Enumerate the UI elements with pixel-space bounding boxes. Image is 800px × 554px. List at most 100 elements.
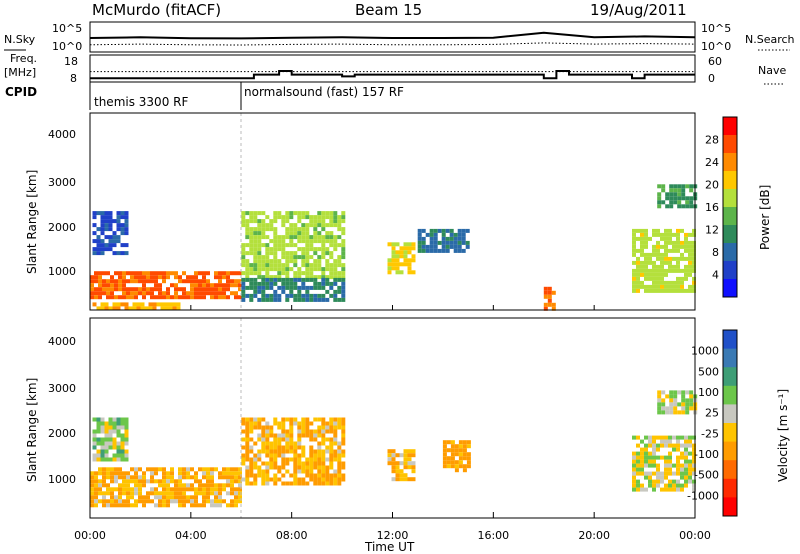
heatmap-cell — [660, 260, 664, 265]
heatmap-cell — [269, 445, 274, 450]
heatmap-cell — [297, 267, 302, 272]
heatmap-cell — [257, 469, 262, 474]
heatmap-cell — [257, 239, 262, 244]
heatmap-cell — [92, 441, 97, 446]
heatmap-cell — [684, 439, 688, 444]
power-ylabel: Slant Range [km] — [25, 170, 39, 274]
heatmap-cell — [317, 285, 322, 290]
power-ytick-2000: 2000 — [48, 221, 76, 234]
heatmap-cell — [341, 453, 346, 458]
heatmap-cell — [134, 487, 138, 492]
heatmap-cell — [395, 242, 400, 247]
heatmap-cell — [273, 293, 278, 298]
heatmap-cell — [652, 439, 656, 444]
heatmap-cell — [648, 276, 652, 281]
heatmap-cell — [632, 248, 636, 253]
heatmap-cell — [660, 435, 664, 440]
heatmap-cell — [301, 461, 306, 466]
heatmap-cell — [120, 231, 125, 236]
heatmap-cell — [672, 232, 676, 237]
heatmap-cell — [114, 495, 118, 500]
heatmap-cell — [665, 204, 670, 209]
heatmap-cell — [245, 277, 250, 282]
heatmap-cell — [664, 272, 668, 277]
heatmap-cell — [249, 465, 254, 470]
heatmap-cell — [253, 277, 258, 282]
heatmap-cell — [676, 264, 680, 269]
cpid-text-1: themis 3300 RF — [94, 95, 188, 109]
heatmap-cell — [257, 433, 262, 438]
heatmap-cell — [337, 473, 342, 478]
heatmap-cell — [249, 243, 254, 248]
heatmap-cell — [285, 263, 290, 268]
heatmap-cell — [138, 491, 142, 496]
heatmap-cell — [321, 211, 326, 216]
beam-title: Beam 15 — [355, 1, 422, 19]
heatmap-cell — [692, 459, 696, 464]
heatmap-cell — [689, 196, 694, 201]
heatmap-cell — [551, 306, 556, 311]
heatmap-cell — [309, 267, 314, 272]
heatmap-cell — [206, 279, 210, 284]
heatmap-cell — [94, 295, 98, 300]
heatmap-cell — [257, 449, 262, 454]
heatmap-cell — [253, 251, 258, 256]
heatmap-cell — [301, 215, 306, 220]
heatmap-cell — [90, 479, 94, 484]
heatmap-cell — [321, 271, 326, 276]
heatmap-cell — [692, 284, 696, 289]
heatmap-cell — [333, 219, 338, 224]
heatmap-cell — [122, 291, 126, 296]
heatmap-cell — [162, 479, 166, 484]
heatmap-cell — [174, 295, 178, 300]
heatmap-cell — [656, 252, 660, 257]
heatmap-cell — [166, 495, 170, 500]
heatmap-cell — [152, 306, 157, 311]
heatmap-cell — [652, 463, 656, 468]
heatmap-cell — [134, 491, 138, 496]
heatmap-cell — [445, 236, 450, 241]
heatmap-cell — [104, 223, 109, 228]
heatmap-cell — [281, 285, 286, 290]
heatmap-cell — [214, 295, 218, 300]
heatmap-cell — [457, 232, 462, 237]
heatmap-cell — [313, 285, 318, 290]
heatmap-cell — [108, 239, 113, 244]
x-axis-label: Time UT — [364, 540, 415, 554]
heatmap-cell — [676, 483, 680, 488]
heatmap-cell — [277, 277, 282, 282]
heatmap-cell — [297, 445, 302, 450]
heatmap-cell — [210, 479, 214, 484]
heatmap-cell — [329, 275, 334, 280]
heatmap-cell — [253, 267, 258, 272]
heatmap-cell — [457, 228, 462, 233]
heatmap-cell — [677, 200, 682, 205]
heatmap-cell — [257, 473, 262, 478]
heatmap-cell — [138, 287, 142, 292]
heatmap-cell — [206, 271, 210, 276]
heatmap-cell — [96, 243, 101, 248]
heatmap-cell — [120, 453, 125, 458]
heatmap-cell — [285, 259, 290, 264]
heatmap-cell — [657, 398, 662, 403]
heatmap-cell — [676, 256, 680, 261]
heatmap-cell — [265, 437, 270, 442]
heatmap-cell — [632, 288, 636, 293]
heatmap-cell — [644, 260, 648, 265]
heatmap-cell — [293, 277, 298, 282]
heatmap-cell — [333, 215, 338, 220]
freq-line — [90, 70, 695, 80]
heatmap-cell — [313, 235, 318, 240]
heatmap-cell — [421, 228, 426, 233]
heatmap-cell — [273, 481, 278, 486]
heatmap-cell — [337, 421, 342, 426]
heatmap-cell — [98, 275, 102, 280]
heatmap-cell — [265, 481, 270, 486]
heatmap-cell — [669, 188, 674, 193]
heatmap-cell — [644, 268, 648, 273]
heatmap-cell — [329, 215, 334, 220]
heatmap-cell — [112, 441, 117, 446]
heatmap-cell — [126, 291, 130, 296]
heatmap-cell — [669, 398, 674, 403]
heatmap-cell — [668, 463, 672, 468]
